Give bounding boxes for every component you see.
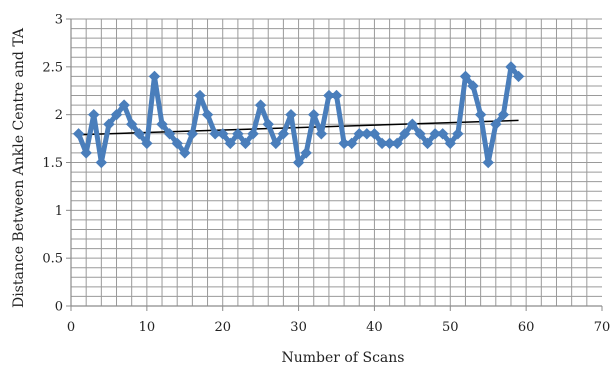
data-point: [88, 108, 100, 121]
data-point: [292, 156, 305, 169]
data-point: [254, 99, 267, 111]
data-point: [512, 70, 525, 83]
data-point: [467, 80, 479, 92]
data-point: [444, 137, 456, 150]
x-tick-label: 40: [366, 320, 383, 335]
data-point: [118, 99, 130, 111]
y-tick-label: 0: [55, 300, 63, 315]
x-tick-label: 60: [518, 320, 535, 335]
y-tick-label: 0.5: [42, 252, 63, 267]
data-point: [141, 137, 153, 150]
y-tick-label: 1.5: [42, 156, 63, 171]
y-tick-label: 1: [55, 204, 63, 219]
data-point: [163, 128, 176, 140]
data-point: [452, 128, 464, 140]
data-point: [429, 128, 441, 140]
data-point: [436, 128, 449, 140]
data-point: [300, 147, 312, 159]
data-point: [179, 147, 191, 159]
trendline: [78, 119, 519, 136]
data-point: [406, 118, 419, 130]
data-point: [459, 70, 472, 83]
data-point: [285, 108, 297, 121]
data-point: [505, 61, 517, 73]
trendline-layer: [78, 119, 519, 136]
data-point: [421, 137, 434, 150]
data-point: [368, 128, 381, 140]
data-point: [194, 89, 206, 102]
data-point: [330, 89, 343, 102]
data-point: [474, 108, 487, 121]
data-point: [315, 128, 328, 140]
data-point: [95, 156, 108, 169]
x-tick-label: 0: [67, 320, 75, 335]
data-point: [323, 89, 335, 102]
data-point: [247, 128, 259, 140]
y-axis-title: Distance Between Ankle Centre and TA: [11, 27, 27, 308]
data-point: [383, 137, 396, 150]
data-point: [414, 128, 426, 140]
y-tick-label: 2.5: [42, 60, 63, 75]
axes: [66, 18, 603, 311]
x-tick-label: 10: [139, 320, 156, 335]
tick-labels: 00.511.522.530 10 20 30 40 50 60 70: [42, 13, 610, 336]
x-tick-label: 20: [214, 320, 231, 335]
data-point: [201, 108, 214, 121]
x-axis-title: Number of Scans: [282, 350, 405, 366]
y-tick-label: 2: [55, 108, 63, 123]
data-point: [171, 137, 183, 150]
data-point: [103, 118, 115, 130]
data-point: [232, 128, 244, 140]
x-tick-label: 30: [290, 320, 307, 335]
data-point: [186, 128, 199, 140]
data-point: [376, 137, 388, 150]
data-point: [497, 108, 510, 121]
data-point: [391, 137, 403, 150]
data-point: [148, 70, 161, 83]
data-point: [262, 118, 274, 130]
data-point: [308, 108, 320, 121]
data-point: [125, 118, 138, 130]
data-point: [361, 128, 373, 140]
data-point: [224, 137, 237, 150]
data-point: [277, 128, 290, 140]
data-point: [270, 137, 282, 150]
data-point: [80, 147, 92, 159]
data-point: [399, 128, 411, 140]
x-tick-label: 50: [442, 320, 459, 335]
data-point: [353, 128, 365, 140]
data-point: [239, 137, 252, 150]
data-point: [338, 137, 350, 150]
data-point: [209, 128, 221, 140]
x-tick-label: 70: [594, 320, 611, 335]
y-tick-label: 3: [55, 13, 63, 28]
series-layer: [72, 61, 525, 169]
data-point: [72, 128, 85, 140]
data-point: [482, 156, 494, 169]
data-point: [133, 128, 145, 140]
data-point: [217, 128, 229, 140]
data-point: [490, 118, 502, 130]
grid: [71, 18, 602, 306]
data-point: [156, 118, 168, 130]
data-point: [110, 108, 123, 121]
data-point: [345, 137, 358, 150]
